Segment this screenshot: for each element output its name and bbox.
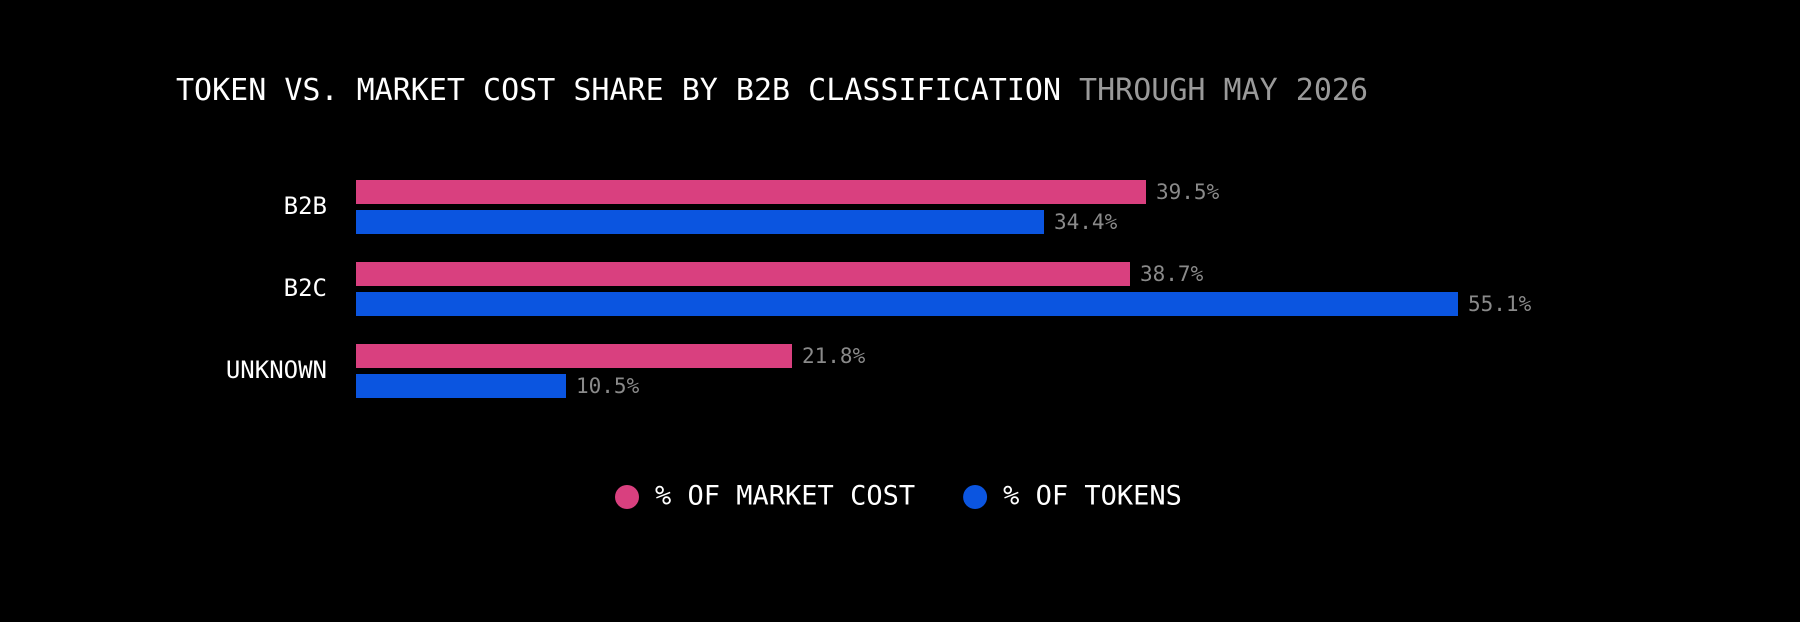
- value-label: 34.4%: [1054, 210, 1118, 234]
- legend-marker: [615, 485, 639, 509]
- value-label: 10.5%: [576, 374, 640, 398]
- bar: [356, 374, 566, 398]
- bar: [356, 292, 1458, 316]
- legend-label: % OF MARKET COST: [655, 481, 915, 512]
- category-label: UNKNOWN: [226, 356, 327, 384]
- title: TOKEN VS. MARKET COST SHARE BY B2B CLASS…: [176, 73, 1061, 108]
- bar: [356, 262, 1130, 286]
- legend-marker: [963, 485, 988, 509]
- legend-label: % OF TOKENS: [1003, 481, 1182, 512]
- bar: [356, 180, 1146, 204]
- bar: [356, 210, 1044, 234]
- value-label: 55.1%: [1468, 292, 1532, 316]
- category-label: B2B: [284, 192, 327, 220]
- chart-title: TOKEN VS. MARKET COST SHARE BY B2B CLASS…: [176, 73, 1368, 108]
- bar: [356, 344, 792, 368]
- value-label: 38.7%: [1140, 262, 1204, 286]
- category-label: B2C: [284, 274, 327, 302]
- subtitle: THROUGH MAY 2026: [1079, 73, 1368, 108]
- value-label: 21.8%: [802, 344, 866, 368]
- value-label: 39.5%: [1156, 180, 1220, 204]
